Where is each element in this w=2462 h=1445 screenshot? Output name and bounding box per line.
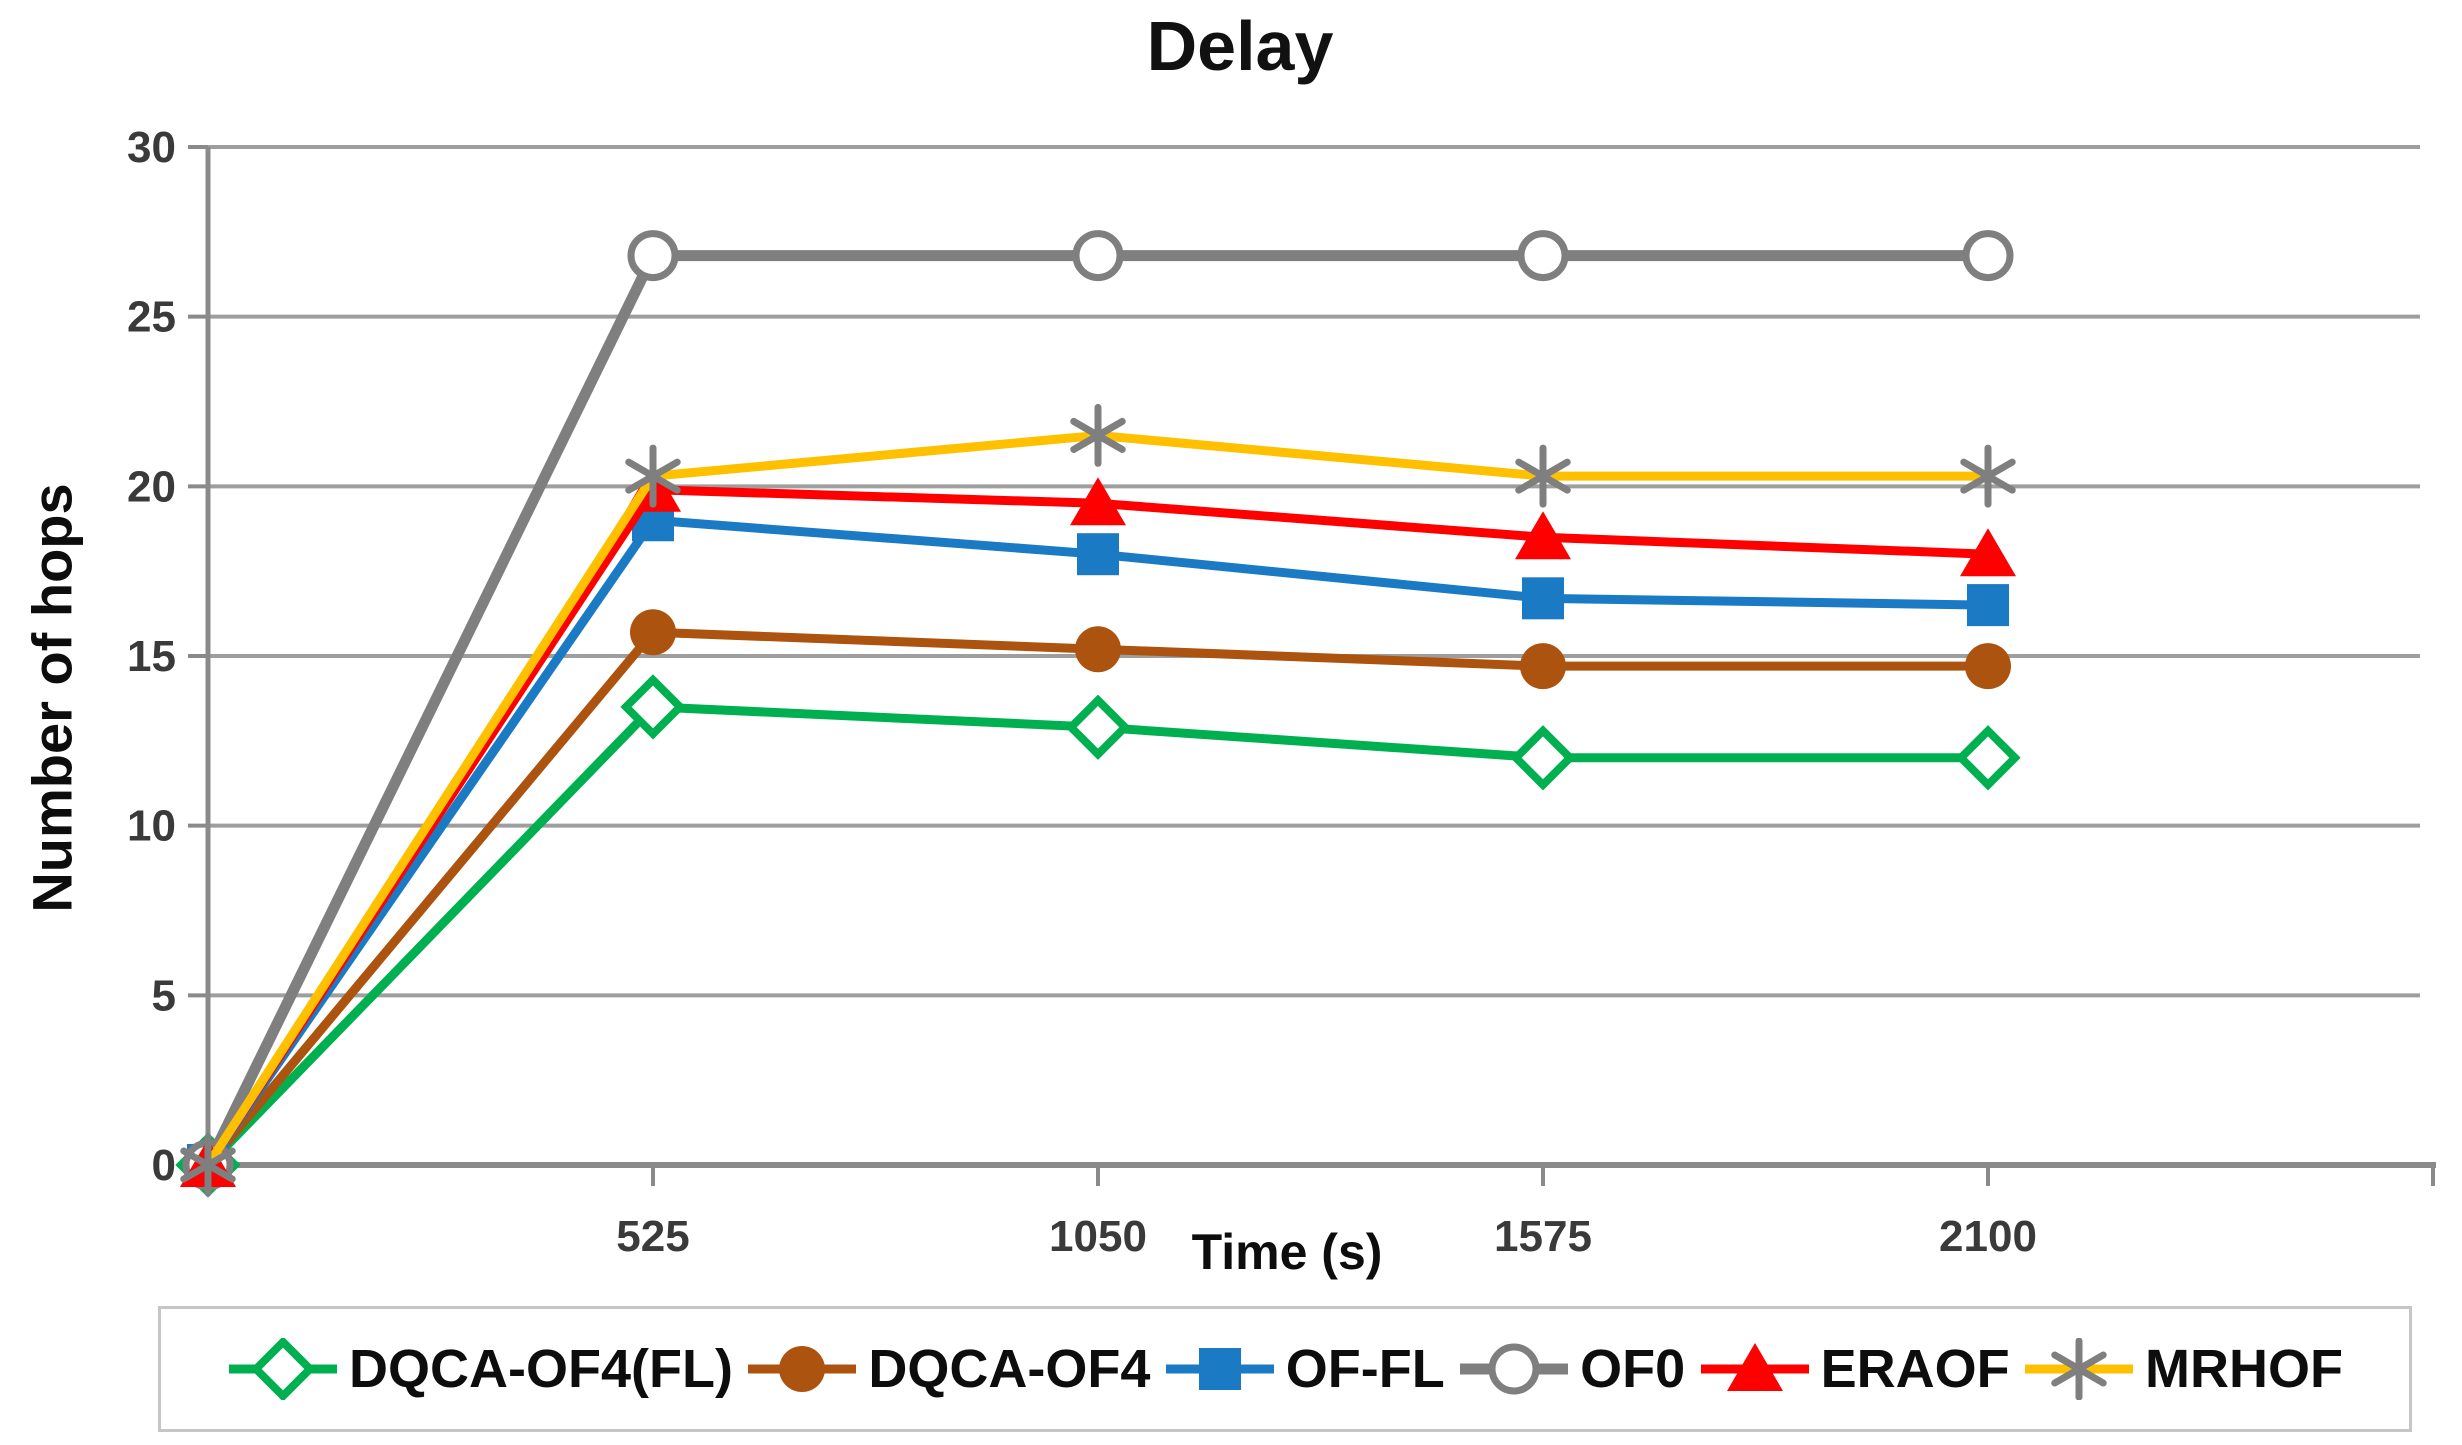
open-circle-marker [1072,230,1124,282]
circle-marker [1520,643,1566,690]
x-axis-title: Time (s) [1191,1224,1383,1280]
triangle-marker [1726,1343,1783,1391]
asterisk-marker [625,444,681,508]
svg-text:2100: 2100 [1939,1212,2037,1261]
circle-marker [1965,643,2011,690]
legend-item-DQCA-OF4(FL): DQCA-OF4(FL) [227,1338,733,1400]
square-marker [1198,1348,1241,1390]
legend-item-OF-FL: OF-FL [1164,1338,1445,1400]
svg-text:0: 0 [152,1141,176,1190]
square-marker [1077,533,1119,576]
asterisk-marker [1960,444,2016,508]
legend-label: OF0 [1580,1339,1686,1399]
legend-marker-circle-open [1460,1343,1569,1395]
asterisk-marker [180,1133,236,1197]
diamond-marker [250,1338,316,1400]
legend-item-ERAOF: ERAOF [1699,1338,2010,1400]
series-OF-FL [187,499,2009,1186]
svg-text:30: 30 [127,123,176,172]
series-DQCA-OF4(FL) [175,674,2021,1198]
open-circle-marker [627,230,679,282]
legend: DQCA-OF4(FL) DQCA-OF4 OF-FL OF0 ERAOF MRHOF [158,1306,2412,1432]
legend-marker-square [1165,1348,1274,1390]
x-tick-labels: 525 1050 1575 2100 [616,1212,2037,1261]
svg-text:5: 5 [152,971,176,1020]
chart-title: Delay [1146,7,1334,85]
svg-text:10: 10 [127,802,176,851]
legend-item-OF0: OF0 [1458,1338,1685,1400]
svg-text:1050: 1050 [1049,1212,1147,1261]
svg-text:525: 525 [616,1212,689,1261]
legend-marker-circle [748,1346,857,1392]
svg-text:25: 25 [127,293,176,342]
circle-marker [779,1346,826,1392]
legend-label: ERAOF [1820,1339,2010,1399]
y-axis-title: Number of hops [20,483,84,913]
triangle-marker [1070,477,1126,526]
open-circle-marker [1962,230,2014,282]
svg-text:15: 15 [127,632,176,681]
series-MRHOF [180,403,2016,1197]
diamond-marker [1065,694,1131,760]
triangle-marker [1960,528,2016,577]
legend-label: MRHOF [2145,1339,2343,1399]
square-marker [1967,584,2009,627]
legend-marker-diamond-open [229,1338,337,1400]
svg-text:20: 20 [127,462,176,511]
circle-marker [630,609,676,656]
diamond-marker [620,674,686,740]
legend-label: DQCA-OF4 [868,1339,1151,1399]
legend-item-MRHOF: MRHOF [2023,1338,2343,1400]
legend-marker-asterisk [2025,1338,2134,1400]
open-circle-marker [1517,230,1569,282]
svg-text:1575: 1575 [1494,1212,1592,1261]
legend-label: DQCA-OF4(FL) [349,1339,733,1399]
circle-marker [1075,626,1121,673]
open-circle-marker [1488,1343,1540,1395]
asterisk-marker [1515,444,1571,508]
legend-item-DQCA-OF4: DQCA-OF4 [746,1338,1150,1400]
asterisk-marker [1070,403,1126,467]
diamond-marker [1510,725,1576,791]
square-marker [1522,577,1564,620]
triangle-marker [1515,511,1571,560]
legend-label: OF-FL [1285,1339,1445,1399]
asterisk-marker [2051,1338,2107,1400]
y-tick-labels: 0 5 10 15 20 25 30 [127,123,176,1190]
legend-marker-triangle [1700,1343,1809,1391]
diamond-marker [1955,725,2021,791]
